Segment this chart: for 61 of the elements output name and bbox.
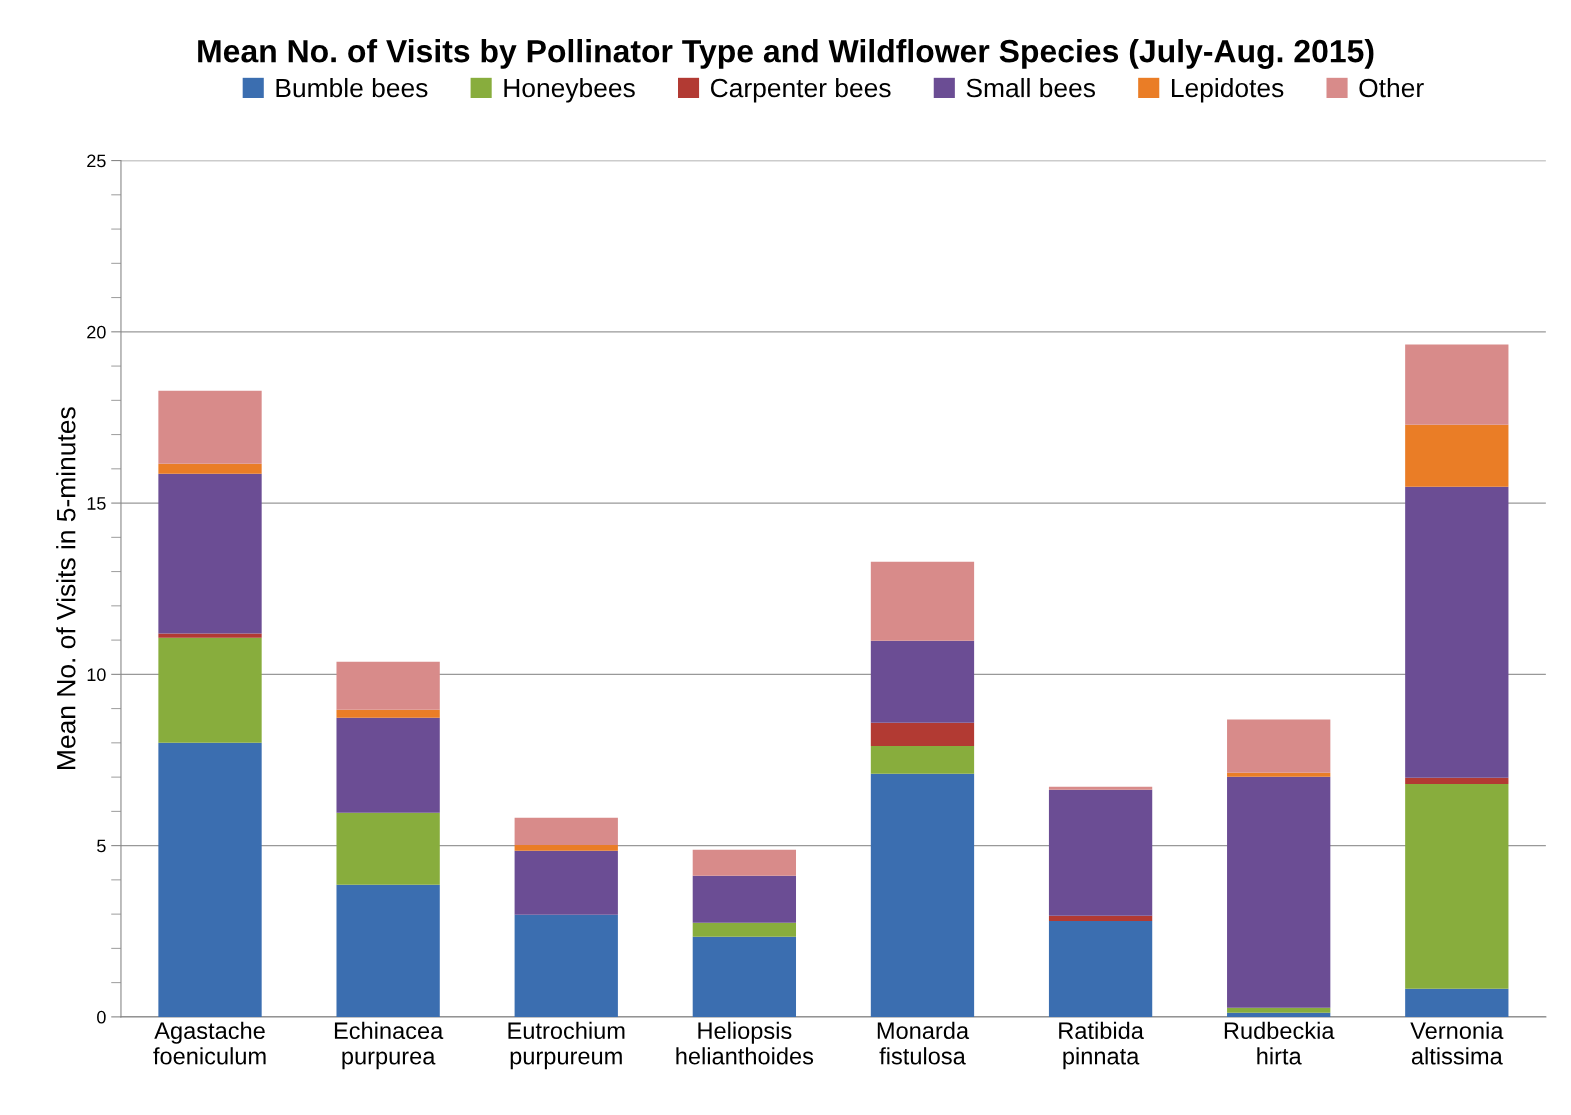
bar <box>692 922 797 937</box>
y-tick-label: 0 <box>97 1010 106 1024</box>
bar <box>1405 777 1509 784</box>
x-tick-label: Agastache foeniculum <box>153 1021 266 1065</box>
y-tick-label: 20 <box>87 325 106 339</box>
bar <box>1405 486 1509 778</box>
bar <box>158 473 262 634</box>
x-tick-label: Vernonia altissima <box>1410 1021 1504 1065</box>
bar <box>158 463 262 474</box>
bar <box>692 849 797 876</box>
bar <box>870 745 975 774</box>
bar <box>336 812 440 885</box>
x-tick-label: Heliopsis helianthoides <box>676 1021 814 1065</box>
y-tick-label: 25 <box>87 154 106 168</box>
bar <box>870 561 975 641</box>
legend-label: Lepidotes <box>1172 77 1284 103</box>
y-tick-label: 10 <box>87 668 106 682</box>
bar <box>1227 719 1331 773</box>
legend-label: Carpenter bees <box>710 77 891 103</box>
bar <box>158 637 262 743</box>
bar <box>870 640 975 723</box>
chart-title: Mean No. of Visits by Pollinator Type and Wildflower Species (July-Aug. 2015) <box>198 39 1374 69</box>
bar <box>1048 789 1153 916</box>
bar <box>1405 783 1509 989</box>
bar <box>692 936 797 1017</box>
bar <box>1048 915 1153 921</box>
bar <box>692 875 797 923</box>
legend-label: Honeybees <box>504 77 635 103</box>
y-tick-label: 15 <box>87 497 106 510</box>
bar <box>158 390 262 464</box>
bar <box>336 709 440 718</box>
bar <box>1405 988 1509 1017</box>
bar <box>158 742 262 1017</box>
bar <box>870 722 975 746</box>
bar <box>1048 786 1153 790</box>
x-tick-label: Rudbeckia hirta <box>1224 1021 1335 1065</box>
bar <box>1227 772 1331 777</box>
legend-label: Small bees <box>966 77 1095 98</box>
x-tick-label: Ratibida pinnata <box>1059 1021 1144 1070</box>
bar <box>1405 424 1509 487</box>
bar <box>158 633 262 638</box>
bar <box>1227 1012 1331 1017</box>
x-tick-label: Echinacea purpurea <box>334 1021 444 1070</box>
y-tick-label: 5 <box>97 839 106 853</box>
bar <box>514 844 618 851</box>
bar <box>514 850 618 915</box>
bar <box>336 884 440 1017</box>
bar <box>1227 1007 1331 1013</box>
bar <box>870 773 975 1017</box>
bar <box>1227 776 1331 1008</box>
y-axis-title: Mean No. of Visits in 5-minutes <box>56 407 76 769</box>
bar <box>336 661 440 710</box>
legend-label: Other <box>1359 77 1424 98</box>
x-tick-label: Eutrochium purpureum <box>508 1021 625 1070</box>
bar <box>514 817 618 845</box>
bar <box>1048 920 1153 1017</box>
bar <box>336 717 440 813</box>
legend-label: Bumble bees <box>276 77 428 98</box>
bar <box>1405 344 1509 425</box>
x-tick-label: Monarda fistulosa <box>877 1021 970 1065</box>
bar <box>514 914 618 1017</box>
